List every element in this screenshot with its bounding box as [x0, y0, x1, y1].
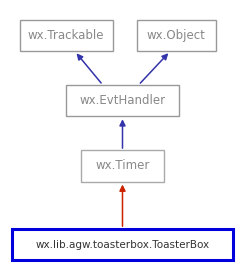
Bar	[81, 150, 164, 182]
Text: wx.Object: wx.Object	[147, 29, 206, 42]
Text: wx.Trackable: wx.Trackable	[28, 29, 104, 42]
Text: wx.Timer: wx.Timer	[95, 159, 150, 172]
Bar	[20, 20, 113, 51]
Bar	[66, 85, 179, 116]
Bar	[137, 20, 216, 51]
Bar	[12, 229, 233, 261]
Text: wx.lib.agw.toasterbox.ToasterBox: wx.lib.agw.toasterbox.ToasterBox	[36, 240, 209, 250]
Text: wx.EvtHandler: wx.EvtHandler	[79, 94, 166, 107]
